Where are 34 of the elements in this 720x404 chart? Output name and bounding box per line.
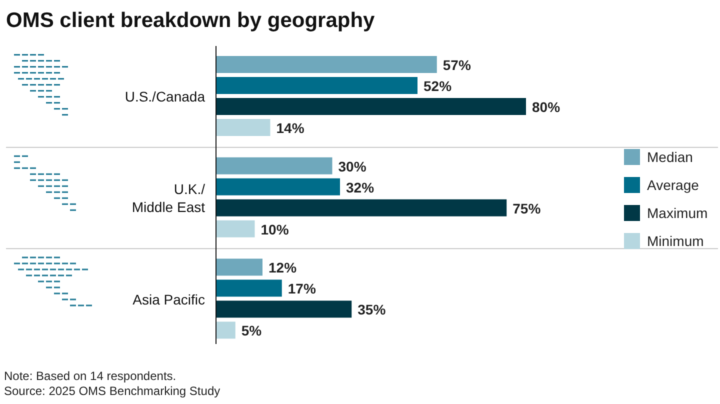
bar <box>216 98 526 115</box>
y-tick-label: Asia Pacific <box>132 291 205 308</box>
y-tick-label: U.K./Middle East <box>132 181 206 215</box>
data-label: 52% <box>424 78 452 94</box>
data-label: 12% <box>268 260 298 276</box>
legend-label: Average <box>647 177 700 193</box>
data-label: 32% <box>346 179 375 196</box>
legend-label: Minimum <box>647 233 704 249</box>
legend-label: Median <box>647 149 693 165</box>
data-label: 17% <box>288 280 316 297</box>
bar <box>216 157 332 174</box>
data-label: 5% <box>241 322 262 339</box>
data-label: 57% <box>442 57 472 73</box>
bar <box>216 178 340 196</box>
bar <box>216 220 255 238</box>
bar <box>216 56 437 73</box>
data-label: 35% <box>358 302 386 318</box>
data-label: 80% <box>532 99 561 115</box>
bar <box>216 119 270 136</box>
y-tick-label: U.S./Canada <box>124 88 206 105</box>
bar <box>216 280 282 297</box>
data-label: 75% <box>512 200 542 216</box>
legend-label: Maximum <box>647 205 708 221</box>
bar <box>216 77 418 94</box>
chart-title: OMS client breakdown by geography <box>6 9 376 32</box>
source-note: Source: 2025 OMS Benchmarking Study <box>4 384 220 398</box>
data-label: 30% <box>338 158 367 174</box>
bar <box>216 300 352 318</box>
data-label: 10% <box>260 221 290 238</box>
data-label: 14% <box>276 120 305 136</box>
bar <box>216 322 236 339</box>
bar <box>216 258 262 276</box>
bar <box>216 199 507 216</box>
text: Note: Based on 14 respondents. <box>4 369 176 383</box>
